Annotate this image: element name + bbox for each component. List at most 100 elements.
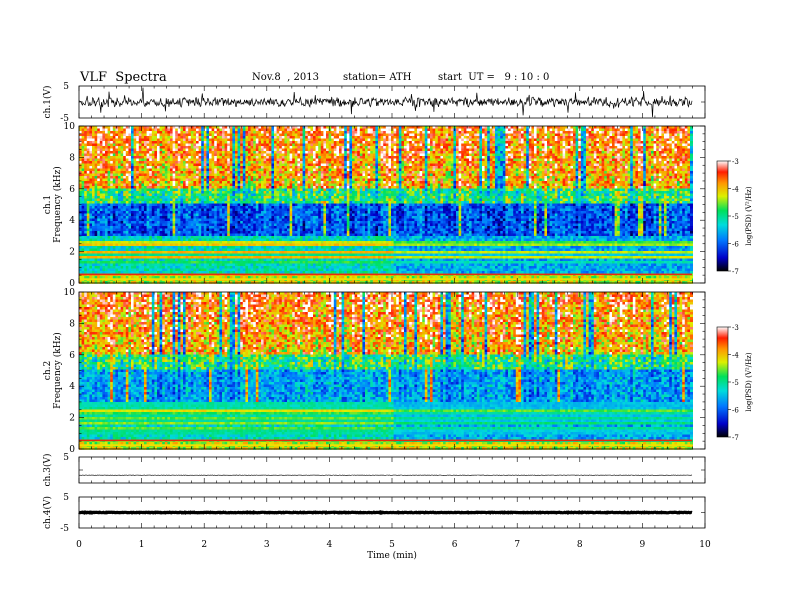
- ch1-spectrogram-cell: [435, 136, 438, 139]
- ch1-spectrogram-cell: [485, 129, 488, 132]
- ch1-spectrogram-cell: [581, 131, 584, 134]
- ch1-spectrogram-cell: [87, 126, 90, 129]
- ch1-spectrogram-cell: [560, 126, 563, 129]
- ch1-spectrogram-cell: [264, 129, 267, 132]
- ch1-spectrogram-cell: [518, 126, 521, 129]
- ch1-spectrogram-cell: [227, 141, 230, 144]
- ch1-spectrogram-cell: [524, 126, 527, 129]
- ch1-spectrogram-cell: [641, 134, 644, 137]
- ch1-spectrogram-cell: [661, 136, 664, 139]
- ch1-spectrogram-cell: [339, 141, 342, 144]
- ch1-spectrogram-cell: [154, 134, 157, 137]
- ch1-spectrogram-cell: [386, 136, 389, 139]
- ch1-spectrogram-cell: [485, 139, 488, 142]
- ch1-spectrogram-cell: [134, 131, 137, 134]
- ch1-spectrogram-cell: [113, 129, 116, 132]
- ch1-spectrogram-cell: [537, 131, 540, 134]
- ch1-spectrogram-cell: [440, 131, 443, 134]
- ch1-spectrogram-cell: [105, 136, 108, 139]
- ch1-spectrogram-cell: [659, 139, 662, 142]
- ch1-spectrogram-cell: [674, 134, 677, 137]
- ch1-spectrogram-cell: [336, 139, 339, 142]
- ch1-spectrogram-cell: [565, 136, 568, 139]
- ch1-spectrogram-cell: [401, 139, 404, 142]
- ch1-spectrogram-cell: [682, 129, 685, 132]
- ch1-spectrogram-cell: [648, 134, 651, 137]
- ch1-spectrogram-cell: [474, 136, 477, 139]
- ch1-spectrogram-cell: [134, 126, 137, 129]
- ch1-spectrogram-cell: [508, 129, 511, 132]
- ch1-spectrogram-cell: [570, 136, 573, 139]
- ch1-spectrogram-cell: [490, 136, 493, 139]
- ch1-spectrogram-cell: [290, 136, 293, 139]
- ch1-spectrogram-cell: [219, 131, 222, 134]
- ch1-spectrogram-cell: [383, 126, 386, 129]
- ch1-spectrogram-cell: [664, 134, 667, 137]
- ch1-spectrogram-cell: [336, 141, 339, 144]
- ch1-spectrogram-cell: [651, 134, 654, 137]
- ch1-spectrogram-cell: [134, 141, 137, 144]
- ch1-spectrogram-cell: [279, 131, 282, 134]
- ch1-spectrogram-cell: [144, 129, 147, 132]
- ch1-spectrogram-cell: [422, 134, 425, 137]
- ch1-spectrogram-cell: [422, 136, 425, 139]
- ch1-spectrogram-cell: [128, 129, 131, 132]
- ch1-spectrogram-cell: [373, 129, 376, 132]
- ch1-spectrogram-cell: [386, 134, 389, 137]
- ch1-spectrogram-cell: [170, 129, 173, 132]
- ch1-spectrogram-cell: [178, 129, 181, 132]
- ch1-spectrogram-cell: [578, 134, 581, 137]
- ch1-spectrogram-cell: [425, 136, 428, 139]
- ch1-spectrogram-cell: [300, 131, 303, 134]
- ch1-spectrogram-cell: [248, 141, 251, 144]
- ch1-spectrogram-cell: [547, 136, 550, 139]
- ch1-spectrogram-cell: [368, 131, 371, 134]
- ch1-spectrogram-cell: [339, 131, 342, 134]
- ch1-spectrogram-cell: [108, 136, 111, 139]
- ch1-spectrogram-cell: [534, 129, 537, 132]
- ch1-spectrogram-cell: [318, 131, 321, 134]
- ch1-spectrogram-cell: [274, 129, 277, 132]
- ch1-spectrogram-cell: [542, 139, 545, 142]
- ch1-spectrogram-cell: [157, 134, 160, 137]
- ch1-spectrogram-cell: [175, 136, 178, 139]
- ch1-spectrogram-cell: [633, 136, 636, 139]
- ch1-spectrogram-cell: [136, 139, 139, 142]
- ch1-spectrogram-cell: [264, 126, 267, 129]
- ch1-spectrogram-cell: [620, 131, 623, 134]
- ch1-spectrogram-cell: [664, 136, 667, 139]
- ch1-spectrogram-cell: [326, 141, 329, 144]
- ch1-spectrogram-cell: [282, 139, 285, 142]
- ch1-spectrogram-cell: [89, 141, 92, 144]
- ch1-spectrogram-cell: [173, 131, 176, 134]
- ch1-spectrogram-cell: [469, 139, 472, 142]
- ch1-spectrogram-cell: [238, 136, 241, 139]
- ch1-spectrogram-cell: [482, 134, 485, 137]
- ch1-spectrogram-cell: [144, 134, 147, 137]
- ch1-spectrogram-cell: [297, 126, 300, 129]
- ch1-spectrogram-cell: [193, 134, 196, 137]
- ch1-spectrogram-cell: [147, 129, 150, 132]
- ch1-spectrogram-cell: [687, 134, 690, 137]
- ch1-spectrogram-cell: [204, 136, 207, 139]
- ch1-spectrogram-cell: [318, 141, 321, 144]
- ch1-spectrogram-cell: [297, 129, 300, 132]
- ch1-spectrogram-cell: [391, 136, 394, 139]
- ch1-spectrogram-cell: [485, 136, 488, 139]
- ch1-spectrogram-cell: [511, 139, 514, 142]
- ch1-spectrogram-cell: [266, 131, 269, 134]
- ch1-spectrogram-cell: [253, 136, 256, 139]
- ch1-spectrogram-cell: [641, 129, 644, 132]
- ch1-spectrogram-cell: [279, 126, 282, 129]
- ch1-spectrogram-cell: [487, 136, 490, 139]
- ch1-spectrogram-cell: [498, 139, 501, 142]
- ch1-spectrogram-cell: [258, 141, 261, 144]
- ch1-spectrogram-cell: [685, 126, 688, 129]
- ch1-spectrogram-cell: [290, 141, 293, 144]
- ch1-spectrogram-cell: [690, 136, 693, 139]
- ch1-spectrogram-cell: [677, 126, 680, 129]
- ch1-spectrogram-cell: [687, 131, 690, 134]
- ch1-spectrogram-cell: [604, 134, 607, 137]
- ch1-spectrogram-cell: [199, 126, 202, 129]
- ch1-spectrogram-cell: [362, 139, 365, 142]
